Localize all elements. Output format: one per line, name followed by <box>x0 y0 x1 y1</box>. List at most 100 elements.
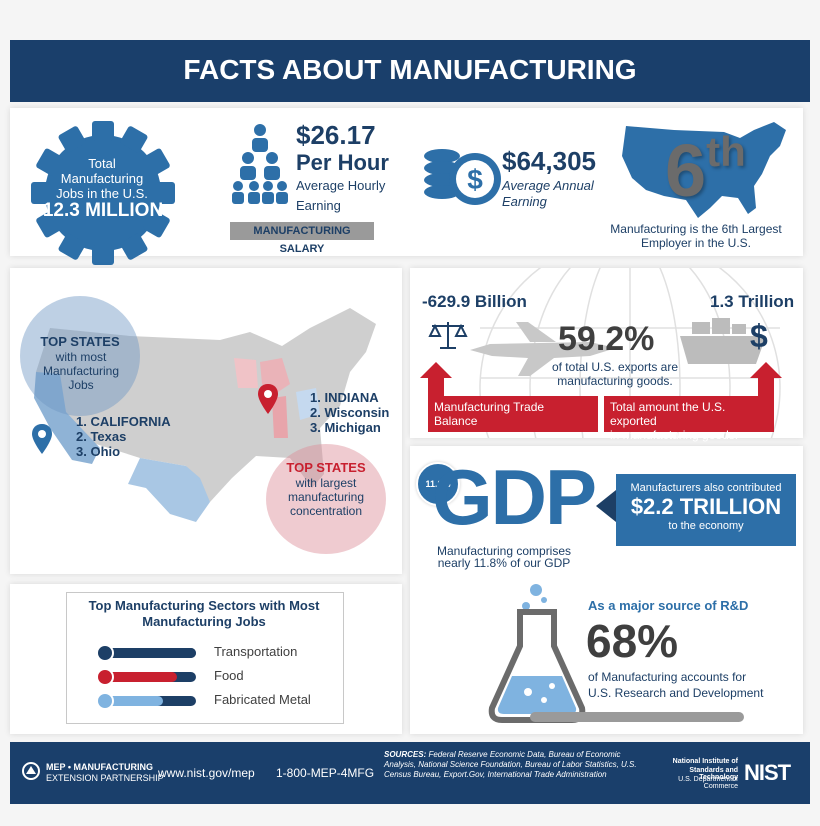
stats-panel: Total Manufacturing Jobs in the U.S. 12.… <box>10 108 803 265</box>
most-jobs-list: 1. CALIFORNIA 2. Texas 3. Ohio <box>76 414 171 459</box>
annual-label-1: Average Annual <box>502 178 594 193</box>
dollar-sign-icon: $ <box>750 318 768 354</box>
website-link[interactable]: www.nist.gov/mep <box>158 766 255 780</box>
sectors-box <box>66 592 344 724</box>
exports-share-value: 59.2% <box>558 320 655 358</box>
most-jobs-item-3: 3. Ohio <box>76 444 121 459</box>
airplane-icon <box>470 322 616 376</box>
wage-banner-label: MANUFACTURING SALARY <box>253 225 351 255</box>
map-pin-blue-icon <box>32 424 52 454</box>
rank-suffix: th <box>706 128 746 175</box>
phone-number: 1-800-MEP-4MFG <box>276 766 375 780</box>
wage-banner: MANUFACTURING SALARY <box>230 222 374 255</box>
texas-shape <box>128 458 210 522</box>
us-map-icon <box>622 122 786 218</box>
sector-row: Fabricated Metal <box>96 692 356 710</box>
export-arrow <box>750 362 782 402</box>
rank-label-1: Manufacturing is the 6th Largest <box>610 222 782 236</box>
gdp-label-1: Manufacturing comprises <box>436 544 572 558</box>
trade-balance-label-2: Balance <box>434 414 478 428</box>
indiana-shape <box>272 396 288 438</box>
jobs-label: Total Manufacturing Jobs in the U.S. <box>56 156 148 201</box>
map-pin-red-icon <box>258 384 278 414</box>
jobs-value: 12.3 MILLION <box>42 200 164 221</box>
footer-bar: MEP • MANUFACTURING EXTENSION PARTNERSHI… <box>10 742 810 804</box>
concentration-list: 1. INDIANA 2. Wisconsin 3. Michigan <box>310 390 389 435</box>
export-value: 1.3 Trillion <box>710 292 795 311</box>
page-title: FACTS ABOUT MANUFACTURING <box>183 54 637 85</box>
rank-ordinal: 6th <box>665 128 746 213</box>
concentration-sub: with largest manufacturing concentration <box>287 476 365 518</box>
scales-icon <box>428 322 468 349</box>
cargo-ship-icon <box>680 318 766 364</box>
wage-label-2: Earning <box>296 198 341 213</box>
food-icon <box>96 668 114 686</box>
rank-label-2: Employer in the U.S. <box>640 236 752 250</box>
sectors-title-1: Top Manufacturing Sectors with Most <box>88 598 320 613</box>
trade-balance-arrow <box>420 362 452 402</box>
sector-bar-track <box>102 648 196 658</box>
sectors-panel: Top Manufacturing Sectors with Most Manu… <box>10 584 402 734</box>
states-panel: TOP STATES with most Manufacturing Jobs … <box>10 268 402 574</box>
contribution-value: $2.2 TRILLION <box>630 494 782 519</box>
rank-value: 6 <box>665 129 707 212</box>
sources: SOURCES: Federal Reserve Economic Data, … <box>384 750 644 780</box>
rnd-title: As a major source of R&D <box>588 598 749 613</box>
contribution-box: Manufacturers also contributed $2.2 TRIL… <box>616 474 796 546</box>
sector-label: Food <box>214 668 244 683</box>
most-jobs-circle <box>20 296 140 416</box>
annual-label-2: Earning <box>502 194 547 209</box>
concentration-circle <box>266 444 386 554</box>
sector-bar-track <box>102 672 196 682</box>
sector-label: Transportation <box>214 644 298 659</box>
concentration-item-3: 3. Michigan <box>310 420 381 435</box>
rnd-value: 68% <box>586 615 679 667</box>
gdp-rnd-panel: 11.8% GDP Manufacturing comprises nearly… <box>410 446 803 734</box>
nist-name-1: National Institute of <box>672 758 738 765</box>
concentration-item-2: 2. Wisconsin <box>310 405 390 420</box>
most-jobs-item-2: 2. Texas <box>76 429 127 444</box>
rnd-underline <box>530 712 744 722</box>
contribution-label-1: Manufacturers also contributed <box>630 482 782 494</box>
fabricated-metal-icon <box>96 692 114 710</box>
wage-label-1: Average Hourly <box>296 178 386 193</box>
concentration-title: TOP STATES <box>286 460 366 475</box>
trade-panel: -629.9 Billion 1.3 Trillion $ 59.2% of t… <box>410 268 803 442</box>
annual-value: $64,305 <box>502 146 596 176</box>
coins-dollar-icon: $ <box>424 149 501 205</box>
sector-bar-track <box>102 696 196 706</box>
gdp-badge-label: 11.8% <box>425 479 451 489</box>
ohio-shape <box>296 388 320 420</box>
workers-icon <box>232 124 288 204</box>
exports-share-label-1: of total U.S. exports are <box>551 360 679 374</box>
sector-label: Fabricated Metal <box>214 692 311 707</box>
trade-balance-value: -629.9 Billion <box>422 292 527 311</box>
svg-text:$: $ <box>467 164 483 195</box>
gdp-word: GDP <box>432 453 597 541</box>
sectors-title-2: Manufacturing Jobs <box>142 614 266 629</box>
lab-flask-icon <box>488 584 586 723</box>
sector-row: Transportation <box>96 644 356 662</box>
wage-value: $26.17 <box>296 120 376 150</box>
rnd-label-2: U.S. Research and Development <box>588 686 764 700</box>
sector-bar-fill <box>102 696 163 706</box>
exports-share-label-2: manufacturing goods. <box>557 374 673 388</box>
gdp-badge: 11.8% <box>416 462 460 506</box>
wage-unit: Per Hour <box>296 150 389 175</box>
trade-balance-box: Manufacturing Trade Balance <box>428 396 598 432</box>
org-name-1: MEP • MANUFACTURING <box>46 762 153 772</box>
concentration-item-1: 1. INDIANA <box>310 390 379 405</box>
california-shape <box>34 372 100 464</box>
sources-text: Federal Reserve Economic Data, Bureau of… <box>384 750 637 779</box>
most-jobs-title: TOP STATES <box>40 334 120 349</box>
most-jobs-sub: with most Manufacturing Jobs <box>42 350 120 392</box>
sector-bar-fill <box>102 648 196 658</box>
wisconsin-shape <box>234 358 258 388</box>
mep-logo-icon <box>22 762 40 780</box>
sources-label: SOURCES: <box>384 750 427 759</box>
trade-balance-label-1: Manufacturing Trade <box>434 400 545 414</box>
rnd-label-1: of Manufacturing accounts for <box>588 670 747 684</box>
org-name-2: EXTENSION PARTNERSHIP <box>46 773 164 783</box>
nist-logo: NIST <box>744 760 791 785</box>
gear-icon <box>31 121 175 265</box>
